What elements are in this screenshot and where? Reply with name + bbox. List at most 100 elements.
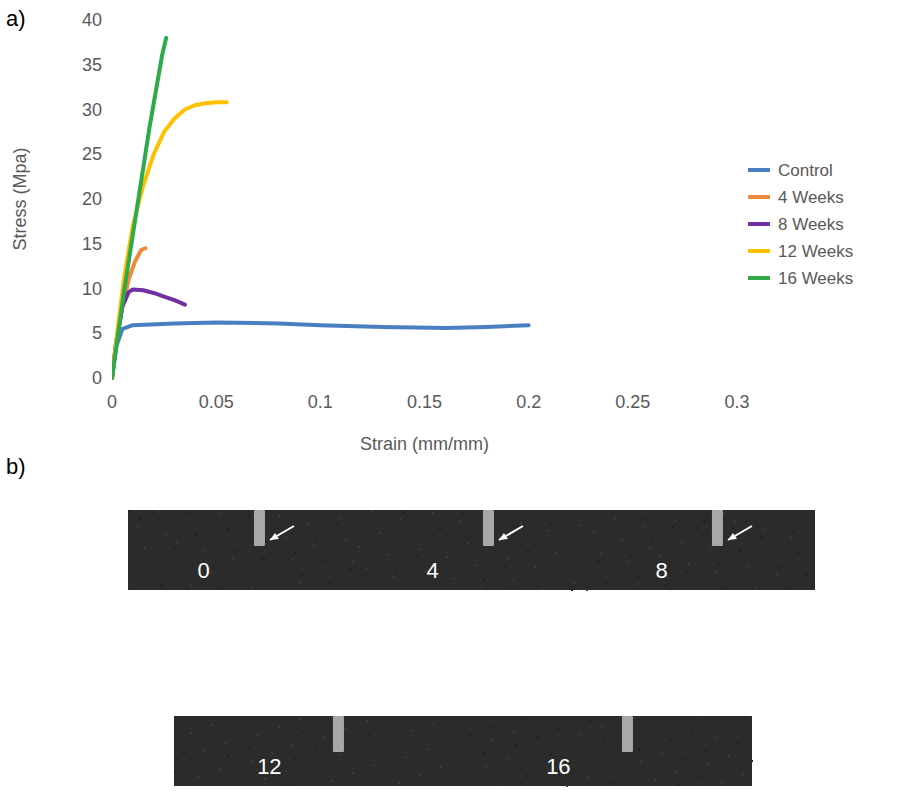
photo-texture: [483, 579, 485, 581]
photo-texture: [691, 732, 693, 734]
photo-texture: [352, 772, 354, 774]
photo-texture: [167, 526, 169, 528]
photo-texture: [255, 721, 257, 723]
photo-texture: [220, 586, 222, 588]
photo-texture: [776, 573, 778, 575]
photo-texture: [403, 743, 405, 745]
photo-texture: [419, 774, 421, 776]
photo-texture: [188, 719, 190, 721]
arrow-head: [728, 533, 737, 540]
photo-texture: [437, 541, 439, 543]
photo-texture: [527, 749, 529, 751]
legend-label: 8 Weeks: [778, 215, 844, 234]
photo-texture: [741, 543, 743, 545]
photo-texture: [204, 750, 206, 752]
photo-texture: [760, 536, 762, 538]
photo-texture: [432, 512, 434, 514]
photo-texture: [541, 588, 543, 590]
photo-texture: [548, 530, 550, 532]
photo-texture: [598, 560, 600, 562]
legend-label: 12 Weeks: [778, 242, 853, 261]
photo-texture: [248, 514, 250, 516]
photo-texture: [160, 584, 162, 586]
photo-texture: [440, 766, 442, 768]
legend-swatch: [748, 195, 770, 199]
y-tick-label: 35: [82, 55, 102, 75]
photo-texture: [566, 785, 568, 787]
photo-texture: [734, 521, 736, 523]
photo-texture: [430, 519, 432, 521]
photo-texture: [128, 510, 130, 512]
photo-texture: [520, 522, 522, 524]
photo-texture: [601, 725, 603, 727]
photo-texture: [250, 760, 252, 762]
photo-texture: [324, 736, 326, 738]
photo-texture: [504, 565, 506, 567]
photo-texture: [165, 533, 167, 535]
axes: 00.050.10.150.20.250.30510152025303540St…: [10, 10, 750, 454]
photo-texture: [407, 540, 409, 542]
photo-texture: [534, 566, 536, 568]
photo-texture: [778, 566, 780, 568]
photo-texture: [368, 733, 370, 735]
photo-texture: [783, 515, 785, 517]
photo-texture: [709, 549, 711, 551]
photo-texture: [728, 755, 730, 757]
photo-texture: [799, 552, 801, 554]
photo-texture: [402, 511, 404, 513]
y-tick-label: 10: [82, 279, 102, 299]
photo-texture: [241, 773, 243, 775]
y-tick-label: 25: [82, 144, 102, 164]
photo-texture: [276, 522, 278, 524]
figure: a)00.050.10.150.20.250.30510152025303540…: [0, 0, 924, 791]
photo-texture: [705, 750, 707, 752]
photo-texture: [651, 540, 653, 542]
photo-texture: [183, 758, 185, 760]
photo-texture: [460, 520, 462, 522]
photo-texture: [352, 561, 354, 563]
photo-texture: [197, 527, 199, 529]
photo-texture: [197, 776, 199, 778]
y-tick-label: 30: [82, 100, 102, 120]
photo-texture: [559, 741, 561, 743]
photo-texture: [188, 512, 190, 514]
photo-texture: [292, 559, 294, 561]
legend-swatch: [748, 276, 770, 280]
photo-texture: [564, 567, 566, 569]
photo-texture: [557, 545, 559, 547]
series-line: [112, 323, 529, 378]
y-tick-label: 0: [92, 368, 102, 388]
photo-texture: [213, 564, 215, 566]
plot-marks: [112, 38, 529, 378]
photo-texture: [250, 587, 252, 589]
photo-texture: [593, 531, 595, 533]
photo-texture: [675, 771, 677, 773]
photo-texture: [543, 581, 545, 583]
photo-background: [463, 716, 752, 786]
photo-texture: [469, 734, 471, 736]
photo-texture: [586, 589, 588, 591]
arrow: [499, 526, 523, 540]
specimen: [333, 716, 344, 752]
photo-texture: [271, 573, 273, 575]
photo-texture: [389, 725, 391, 727]
photo-texture: [462, 513, 464, 515]
photo-texture: [365, 568, 367, 570]
photo-texture: [474, 564, 476, 566]
arrow: [728, 526, 752, 540]
photo-texture: [322, 560, 324, 562]
photo-texture: [190, 732, 192, 734]
photo-texture: [635, 583, 637, 585]
photo-texture: [393, 576, 395, 578]
photo-texture: [769, 551, 771, 553]
photo-texture: [732, 528, 734, 530]
photo-texture: [746, 572, 748, 574]
photo-texture: [716, 571, 718, 573]
photo-background: [357, 510, 586, 590]
photo-texture: [697, 578, 699, 580]
photo-texture: [213, 737, 215, 739]
photo-texture: [467, 542, 469, 544]
photo-texture: [522, 718, 524, 720]
photo-texture: [239, 579, 241, 581]
photo-texture: [455, 571, 457, 573]
